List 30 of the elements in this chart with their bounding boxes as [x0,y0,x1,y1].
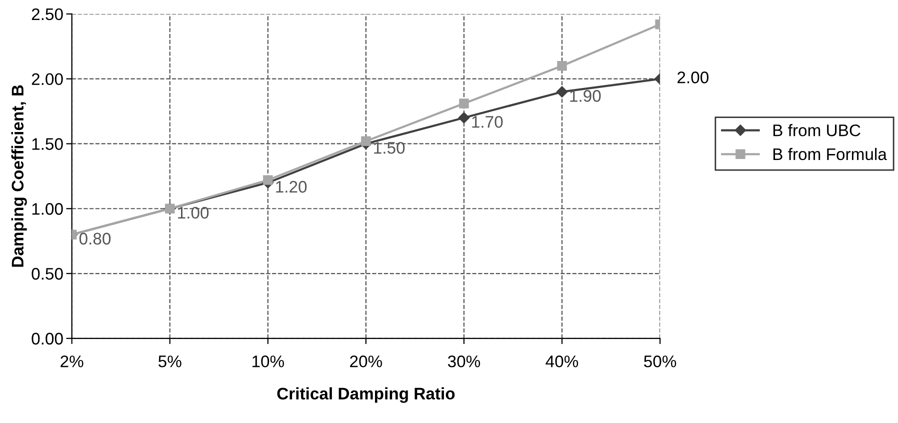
text: 0.50 [32,268,63,280]
text: 0.00 [32,332,63,345]
point [459,98,469,108]
point [556,86,568,98]
text: 1.50 [32,138,63,150]
x-tick-label: 2% [60,356,84,368]
data-label: 1.50 [374,142,405,154]
data-label: 1.90 [570,90,601,102]
y-axis-title: Damping Coefficient, B [11,85,27,267]
data-label: 1.70 [472,116,503,128]
x-tick-label: 50% [644,356,676,368]
point [361,136,371,146]
x-tick-label: 30% [448,356,480,368]
data-label: 1.00 [178,206,209,219]
x-tick-label: 10% [252,356,284,368]
text: 2.00 [32,73,63,86]
x-axis-title: Critical Damping Ratio [277,387,455,403]
data-label: 0.80 [79,232,111,245]
data-label: 1.20 [276,180,307,193]
point [557,61,567,71]
x-tick-label: 40% [546,356,578,368]
legend-label: B from Formula [773,148,887,160]
text: 2.50 [32,8,63,20]
x-tick-label: 20% [350,356,382,368]
data-label: 2.00 [678,72,708,84]
text: 1.00 [32,203,63,215]
point [263,175,273,185]
legend-label: B from UBC [773,124,860,136]
point [458,112,470,124]
x-tick-label: 5% [158,356,182,368]
